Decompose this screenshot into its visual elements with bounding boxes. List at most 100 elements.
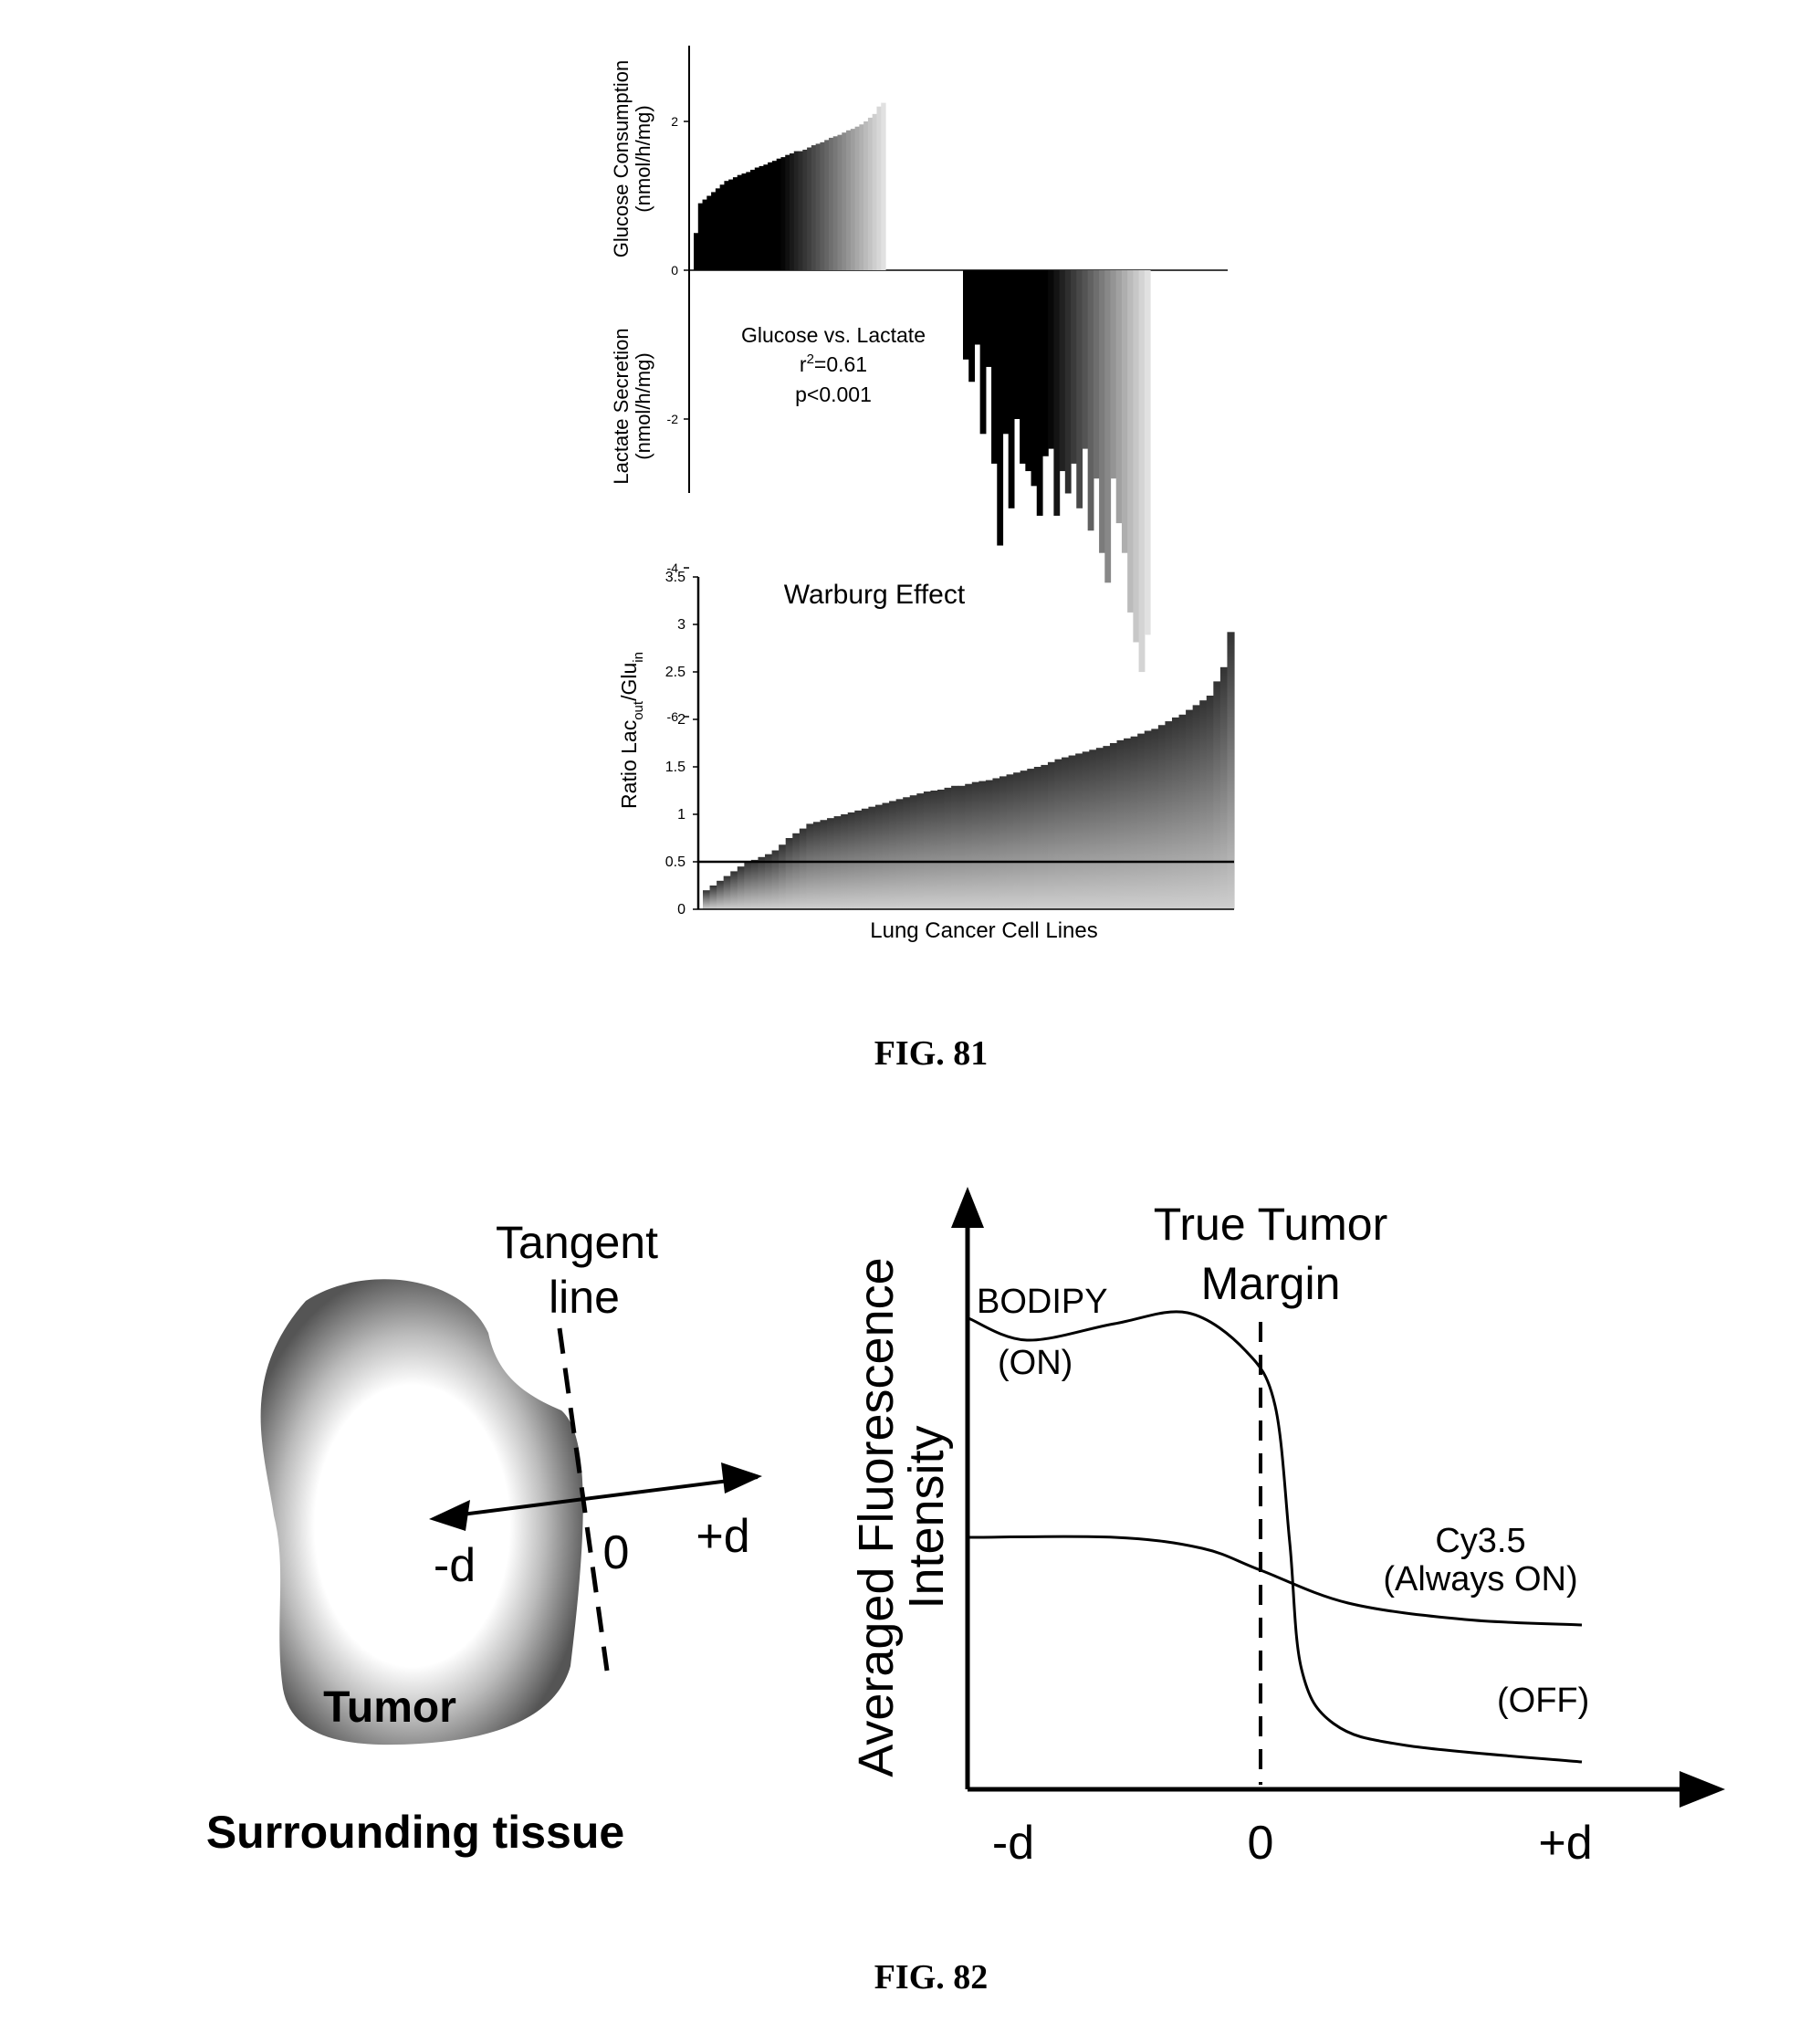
glucose-bar	[815, 143, 822, 270]
warburg-bar	[1047, 761, 1056, 909]
lactate-bar	[1059, 270, 1066, 472]
fl-xtick-minus-d: -d	[992, 1817, 1034, 1870]
glucose-bar	[798, 151, 803, 270]
lactate-bars	[963, 270, 1151, 673]
w-tick-label: 2	[677, 712, 685, 728]
w-tick-label: 0.5	[665, 854, 685, 870]
lactate-bar	[1036, 270, 1043, 516]
warburg-bar	[1130, 736, 1138, 909]
warburg-bar	[1062, 757, 1070, 909]
fig-81-label: FIG. 81	[874, 1034, 989, 1073]
glucose-bar	[750, 169, 756, 270]
lactate-bar	[1053, 270, 1061, 516]
warburg-bar	[1006, 774, 1014, 909]
warburg-chart: 3.5 3 2.5 2 1.5 1 0.5 0 Warburg Effect Lung Can…	[617, 570, 1235, 943]
gl-ylabel-top-2: (nmol/h/mg)	[632, 105, 654, 212]
gl-tick-label: -2	[667, 412, 679, 426]
warburg-bar	[916, 793, 925, 909]
lactate-bar	[1115, 270, 1123, 524]
warburg-bar	[999, 776, 1008, 909]
lactate-bar	[1041, 270, 1049, 456]
glucose-bar	[842, 132, 847, 270]
warburg-bar	[1020, 770, 1028, 909]
warburg-bar	[1186, 709, 1194, 909]
glucose-bar	[771, 161, 778, 270]
warburg-bar	[779, 844, 787, 909]
lactate-bar	[1082, 270, 1089, 449]
gl-ticks: 6420-2-4-6	[667, 114, 689, 724]
warburg-bar	[930, 791, 938, 909]
warburg-bar	[1178, 714, 1187, 909]
warburg-bar	[861, 808, 870, 909]
warburg-bar	[1075, 753, 1083, 909]
glucose-bars	[694, 102, 886, 270]
gl-tick-label: 2	[671, 114, 678, 129]
warburg-bar	[1219, 666, 1229, 909]
lactate-bar	[1127, 270, 1134, 613]
lactate-bar	[1093, 270, 1100, 479]
glucose-bar	[859, 124, 864, 270]
glucose-bar	[759, 165, 764, 270]
lactate-bar	[1064, 270, 1072, 494]
w-tick-label: 1.5	[665, 760, 685, 775]
warburg-bars	[703, 632, 1235, 909]
tangent-label-1: Tangent	[496, 1217, 658, 1268]
lactate-bar	[968, 270, 976, 383]
glucose-bar	[728, 179, 734, 270]
glucose-bar	[785, 154, 790, 270]
lactate-bar	[963, 270, 969, 360]
w-ylabel-main: Ratio Lac	[617, 720, 641, 809]
warburg-bar	[951, 785, 959, 909]
glucose-bar	[780, 157, 786, 270]
lactate-bar	[1031, 270, 1038, 487]
minus-d-label: -d	[434, 1539, 476, 1592]
glucose-bar	[802, 149, 808, 270]
lactate-bar	[985, 270, 992, 367]
warburg-bar	[903, 797, 911, 909]
arrow-left-head	[429, 1500, 470, 1531]
glucose-lactate-chart: 6420-2-4-6 Glucose Consumption (nmol/h/m…	[610, 46, 1228, 724]
lactate-bar	[1048, 270, 1054, 449]
w-xlabel: Lung Cancer Cell Lines	[870, 918, 1097, 943]
glucose-bar	[837, 134, 842, 270]
glucose-bar	[863, 121, 869, 270]
warburg-bar	[1206, 696, 1214, 909]
glucose-bar	[737, 174, 743, 270]
lactate-bar	[1008, 270, 1015, 508]
gl-annotation-title: Glucose vs. Lactate	[741, 323, 926, 347]
lactate-bar	[1138, 270, 1146, 673]
warburg-bar	[1041, 764, 1049, 909]
warburg-bar	[820, 820, 828, 909]
warburg-bar	[971, 781, 979, 909]
glucose-bar	[854, 126, 860, 270]
w-tick-label: 2.5	[665, 665, 685, 680]
gl-tick-label: 0	[671, 263, 678, 278]
warburg-bar	[827, 818, 835, 909]
w-title: Warburg Effect	[784, 580, 966, 610]
warburg-bar	[909, 795, 917, 909]
tangent-label-2: line	[549, 1272, 620, 1323]
lactate-bar	[1099, 270, 1105, 553]
gl-annotation-r2-value: =0.61	[814, 352, 867, 376]
lactate-bar	[1020, 270, 1026, 464]
warburg-bar	[874, 804, 884, 909]
lactate-bar	[991, 270, 998, 464]
warburg-bar	[717, 880, 725, 909]
warburg-bar	[1033, 767, 1041, 909]
warburg-bar	[1116, 739, 1125, 909]
warburg-bar	[923, 791, 932, 909]
warburg-bar	[703, 890, 711, 909]
w-tick-label: 0	[677, 902, 685, 917]
fl-xtick-plus-d: +d	[1538, 1817, 1592, 1870]
warburg-bar	[799, 828, 807, 909]
glucose-bar	[776, 158, 782, 270]
w-ticks: 3.5 3 2.5 2 1.5 1 0.5 0	[665, 570, 698, 917]
glucose-bar	[719, 184, 726, 270]
lactate-bar	[997, 270, 1004, 546]
w-ylabel-sub2: in	[631, 652, 646, 663]
warburg-bar	[1213, 681, 1221, 909]
warburg-bar	[1095, 748, 1104, 909]
warburg-bar	[1151, 729, 1159, 909]
warburg-bar	[854, 810, 863, 909]
